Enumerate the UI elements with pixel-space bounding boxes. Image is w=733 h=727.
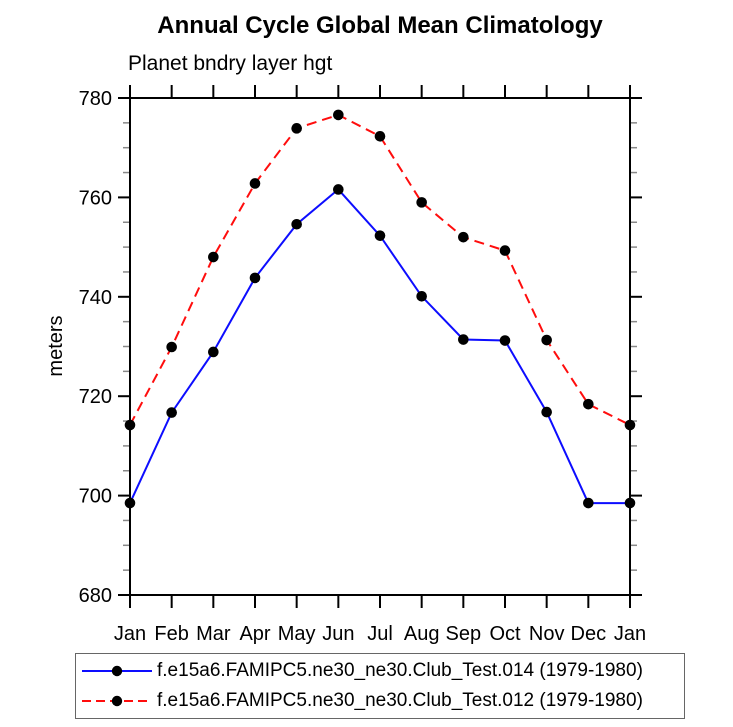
- data-point-marker: [208, 346, 219, 358]
- chart-title: Annual Cycle Global Mean Climatology: [157, 12, 603, 39]
- data-point-marker: [374, 130, 386, 142]
- chart-subtitle: Planet bndry layer hgt: [128, 52, 333, 75]
- y-tick-label: 780: [79, 88, 112, 110]
- legend-marker-icon: [111, 666, 123, 677]
- data-point-marker: [541, 334, 552, 346]
- data-point-marker: [124, 419, 136, 431]
- x-tick-label: May: [278, 623, 316, 645]
- plot-area: 680 700 720 740 760 780 Jan Feb Mar Apr May Jun Jul A…: [79, 85, 646, 645]
- y-tick-label: 720: [79, 386, 112, 408]
- data-point-marker: [499, 335, 511, 346]
- x-tick-label: Jan: [614, 623, 646, 645]
- x-tick-label: Feb: [154, 623, 188, 645]
- legend-marker-icon: [111, 695, 123, 706]
- data-point-marker: [166, 407, 177, 418]
- y-tick-label: 760: [79, 187, 112, 209]
- series-line-1: [129, 113, 631, 426]
- data-point-marker: [458, 334, 469, 345]
- legend-label: f.e15a6.FAMIPC5.ne30_ne30.Club_Test.014 …: [157, 660, 643, 682]
- legend-item: f.e15a6.FAMIPC5.ne30_ne30.Club_Test.012 …: [80, 689, 684, 713]
- y-tick-label: 680: [79, 585, 112, 607]
- x-tick-label: Nov: [529, 623, 565, 645]
- x-tick-label: Jun: [322, 623, 354, 645]
- y-tick-label: 700: [79, 486, 112, 508]
- data-point-marker: [624, 497, 636, 509]
- data-point-marker: [416, 197, 427, 208]
- data-point-marker: [333, 109, 344, 121]
- data-point-marker: [583, 398, 594, 410]
- plot-frame: [129, 97, 631, 596]
- legend-line-sample-dashed: [82, 695, 152, 706]
- data-point-marker: [499, 245, 511, 256]
- legend-item: f.e15a6.FAMIPC5.ne30_ne30.Club_Test.014 …: [80, 659, 684, 683]
- data-point-marker: [249, 178, 261, 189]
- y-tick-label: 740: [79, 287, 112, 309]
- data-point-marker: [416, 291, 427, 302]
- x-tick-label: Aug: [404, 623, 440, 645]
- data-point-marker: [291, 218, 302, 230]
- x-tick-label: Sep: [446, 623, 482, 645]
- data-point-marker: [624, 419, 636, 431]
- x-tick-label: Jan: [114, 623, 146, 645]
- data-point-marker: [374, 230, 386, 241]
- data-point-marker: [208, 251, 219, 263]
- legend-label: f.e15a6.FAMIPC5.ne30_ne30.Club_Test.012 …: [157, 689, 643, 711]
- data-point-marker: [458, 231, 469, 243]
- data-point-marker: [166, 341, 177, 353]
- legend: f.e15a6.FAMIPC5.ne30_ne30.Club_Test.014 …: [75, 653, 685, 719]
- x-tick-label: Jul: [367, 623, 393, 645]
- data-point-marker: [249, 272, 261, 284]
- legend-line-sample-solid: [82, 666, 152, 677]
- x-tick-label: Dec: [571, 623, 607, 645]
- x-tick-label: Apr: [239, 623, 270, 645]
- data-point-marker: [541, 406, 552, 418]
- data-point-marker: [124, 497, 136, 509]
- data-point-marker: [291, 123, 302, 134]
- x-tick-label: Oct: [489, 623, 521, 645]
- data-point-marker: [583, 497, 594, 509]
- x-tick-label: Mar: [196, 623, 231, 645]
- data-point-marker: [333, 184, 344, 195]
